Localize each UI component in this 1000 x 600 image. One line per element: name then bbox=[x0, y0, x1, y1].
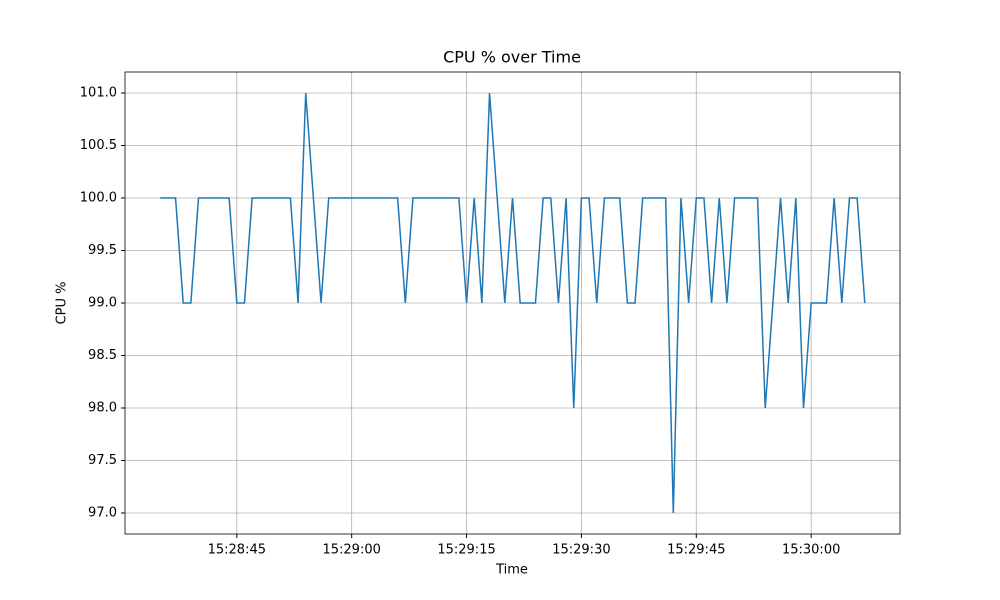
y-tick-label: 98.0 bbox=[88, 401, 117, 416]
plot-frame bbox=[124, 71, 901, 535]
y-tick-label: 100.5 bbox=[80, 138, 117, 153]
x-tick-label: 15:28:45 bbox=[208, 543, 266, 558]
x-tick-label: 15:29:30 bbox=[552, 543, 610, 558]
x-tick-label: 15:29:15 bbox=[437, 543, 495, 558]
y-axis-label: CPU % bbox=[55, 282, 70, 325]
x-tick-label: 15:29:00 bbox=[322, 543, 380, 558]
y-tick-label: 99.5 bbox=[88, 243, 117, 258]
y-tick-label: 98.5 bbox=[88, 348, 117, 363]
x-axis-label: Time bbox=[495, 563, 528, 578]
cpu-line bbox=[160, 92, 866, 514]
y-tick-label: 101.0 bbox=[80, 86, 117, 101]
y-tick-label: 97.5 bbox=[88, 453, 117, 468]
y-tick-label: 97.0 bbox=[88, 506, 117, 521]
chart-title: CPU % over Time bbox=[443, 48, 581, 67]
y-tick-label: 99.0 bbox=[88, 296, 117, 311]
x-tick-label: 15:29:45 bbox=[667, 543, 725, 558]
x-tick-label: 15:30:00 bbox=[782, 543, 840, 558]
y-tick-label: 100.0 bbox=[80, 191, 117, 206]
